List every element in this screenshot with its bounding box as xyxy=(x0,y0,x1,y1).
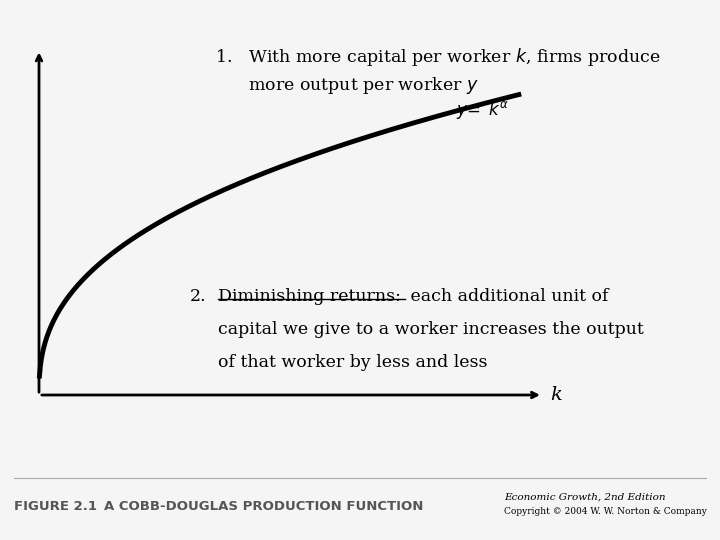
Text: capital we give to a worker increases the output: capital we give to a worker increases th… xyxy=(217,321,644,338)
Text: Economic Growth, 2nd Edition: Economic Growth, 2nd Edition xyxy=(504,492,665,502)
Text: A COBB-DOUGLAS PRODUCTION FUNCTION: A COBB-DOUGLAS PRODUCTION FUNCTION xyxy=(104,500,424,514)
Text: k: k xyxy=(550,386,562,404)
Text: Copyright © 2004 W. W. Norton & Company: Copyright © 2004 W. W. Norton & Company xyxy=(504,507,707,516)
Text: FIGURE 2.1: FIGURE 2.1 xyxy=(14,500,97,514)
Text: Diminishing returns:: Diminishing returns: xyxy=(217,288,400,305)
Text: 2.: 2. xyxy=(189,288,207,305)
Text: $y\!=\;k^{\alpha}$: $y\!=\;k^{\alpha}$ xyxy=(456,99,510,121)
Text: 1.   With more capital per worker $k$, firms produce
      more output per worke: 1. With more capital per worker $k$, fir… xyxy=(215,46,660,96)
Text: of that worker by less and less: of that worker by less and less xyxy=(217,354,487,370)
Text: each additional unit of: each additional unit of xyxy=(405,288,608,305)
